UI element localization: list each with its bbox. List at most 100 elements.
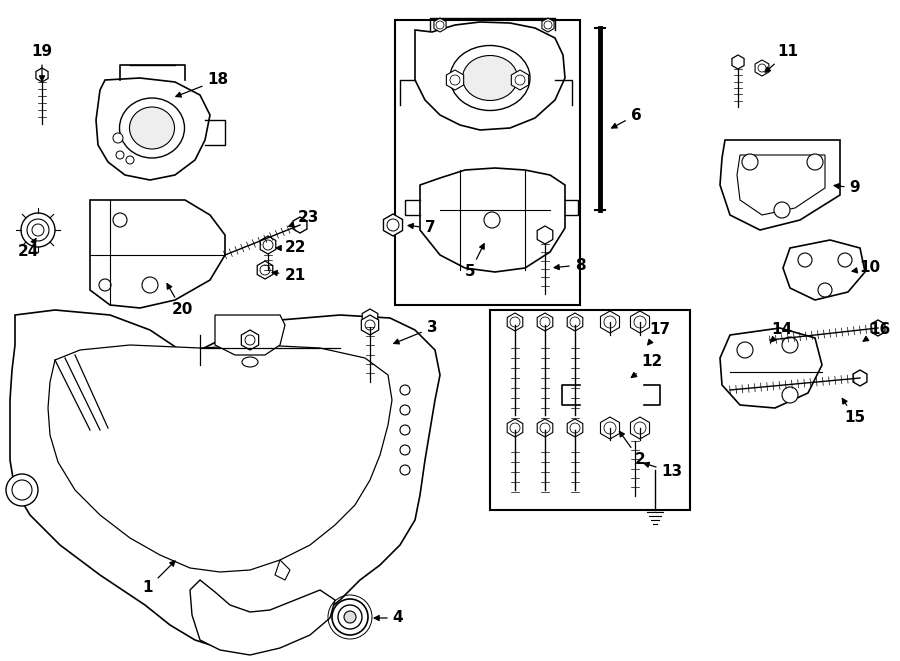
Ellipse shape: [242, 357, 258, 367]
Polygon shape: [90, 200, 225, 308]
Circle shape: [436, 21, 444, 29]
Polygon shape: [567, 313, 583, 331]
Circle shape: [818, 283, 832, 297]
Polygon shape: [415, 22, 565, 130]
Text: 23: 23: [289, 210, 319, 227]
Circle shape: [263, 240, 273, 250]
Circle shape: [245, 335, 255, 345]
Polygon shape: [215, 315, 285, 355]
Text: 22: 22: [276, 241, 306, 256]
Polygon shape: [96, 78, 210, 180]
Circle shape: [510, 317, 520, 327]
Polygon shape: [853, 370, 867, 386]
Polygon shape: [434, 18, 446, 32]
Polygon shape: [420, 168, 565, 272]
Ellipse shape: [463, 56, 518, 100]
Circle shape: [99, 279, 111, 291]
Polygon shape: [720, 140, 840, 230]
Circle shape: [400, 405, 410, 415]
Text: 11: 11: [765, 44, 798, 72]
Ellipse shape: [130, 107, 175, 149]
Polygon shape: [783, 240, 865, 300]
Bar: [490, 310, 690, 510]
Circle shape: [774, 202, 790, 218]
Circle shape: [604, 316, 616, 328]
Text: 2: 2: [619, 432, 645, 467]
Polygon shape: [241, 330, 258, 350]
Polygon shape: [871, 320, 885, 336]
Text: 6: 6: [612, 108, 642, 128]
Polygon shape: [48, 345, 392, 572]
Circle shape: [636, 351, 654, 369]
Circle shape: [540, 423, 550, 433]
Polygon shape: [631, 311, 650, 333]
Circle shape: [601, 384, 623, 406]
Circle shape: [510, 423, 520, 433]
Polygon shape: [10, 310, 440, 650]
Text: 14: 14: [770, 323, 793, 342]
Ellipse shape: [120, 98, 184, 158]
Circle shape: [782, 337, 798, 353]
Text: 3: 3: [394, 321, 437, 344]
Text: 8: 8: [554, 258, 585, 272]
Polygon shape: [508, 419, 523, 437]
Polygon shape: [632, 335, 660, 390]
Circle shape: [400, 445, 410, 455]
Text: 5: 5: [464, 244, 484, 280]
Circle shape: [6, 474, 38, 506]
Circle shape: [758, 64, 766, 72]
Polygon shape: [600, 311, 619, 333]
Polygon shape: [755, 60, 769, 76]
Circle shape: [116, 151, 124, 159]
Circle shape: [737, 342, 753, 358]
Text: 7: 7: [409, 221, 436, 235]
Text: 4: 4: [374, 611, 403, 625]
Circle shape: [634, 422, 646, 434]
Polygon shape: [293, 217, 307, 233]
Polygon shape: [542, 18, 554, 32]
Text: 9: 9: [834, 180, 860, 196]
Circle shape: [515, 75, 525, 85]
Text: 21: 21: [272, 268, 306, 282]
Circle shape: [400, 425, 410, 435]
Circle shape: [12, 480, 32, 500]
Polygon shape: [631, 417, 650, 439]
Polygon shape: [511, 70, 528, 90]
Circle shape: [113, 133, 123, 143]
Circle shape: [338, 605, 362, 629]
Text: 13: 13: [644, 462, 682, 479]
Polygon shape: [362, 309, 378, 327]
Polygon shape: [36, 68, 48, 82]
Circle shape: [260, 265, 270, 275]
Circle shape: [570, 317, 580, 327]
Polygon shape: [383, 214, 402, 236]
Text: 1: 1: [143, 561, 175, 596]
Polygon shape: [508, 313, 523, 331]
Polygon shape: [257, 261, 273, 279]
Circle shape: [604, 422, 616, 434]
Text: 17: 17: [648, 323, 670, 345]
Polygon shape: [567, 419, 583, 437]
Text: 18: 18: [176, 73, 229, 97]
Circle shape: [798, 253, 812, 267]
Polygon shape: [600, 417, 619, 439]
Polygon shape: [737, 155, 825, 215]
Text: 15: 15: [842, 399, 866, 426]
Polygon shape: [732, 55, 744, 69]
Bar: [395, 20, 580, 305]
Text: 20: 20: [167, 284, 193, 317]
Text: 10: 10: [852, 260, 880, 276]
Circle shape: [450, 75, 460, 85]
Circle shape: [807, 154, 823, 170]
Polygon shape: [190, 580, 335, 655]
Circle shape: [580, 363, 644, 427]
Circle shape: [570, 423, 580, 433]
Circle shape: [400, 385, 410, 395]
Circle shape: [540, 317, 550, 327]
Circle shape: [782, 387, 798, 403]
Circle shape: [142, 277, 158, 293]
Circle shape: [27, 219, 49, 241]
Polygon shape: [537, 419, 553, 437]
Ellipse shape: [450, 46, 530, 110]
Circle shape: [484, 212, 500, 228]
